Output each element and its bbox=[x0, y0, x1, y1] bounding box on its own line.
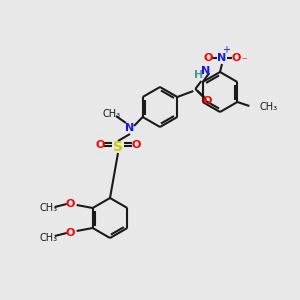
Text: S: S bbox=[113, 140, 123, 154]
Text: +: + bbox=[222, 45, 230, 55]
Text: CH₃: CH₃ bbox=[103, 109, 121, 119]
Text: N: N bbox=[218, 53, 226, 63]
Text: N: N bbox=[201, 66, 210, 76]
Text: O: O bbox=[203, 53, 213, 63]
Text: O: O bbox=[231, 53, 241, 63]
Text: O: O bbox=[66, 228, 75, 238]
Text: CH₃: CH₃ bbox=[259, 102, 278, 112]
Text: ⁻: ⁻ bbox=[241, 56, 247, 66]
Text: CH₃: CH₃ bbox=[40, 233, 58, 243]
Text: CH₃: CH₃ bbox=[40, 203, 58, 213]
Text: H: H bbox=[194, 70, 203, 80]
Text: O: O bbox=[95, 140, 105, 150]
Text: N: N bbox=[125, 123, 135, 133]
Text: O: O bbox=[66, 199, 75, 209]
Text: O: O bbox=[131, 140, 141, 150]
Text: O: O bbox=[202, 96, 212, 106]
